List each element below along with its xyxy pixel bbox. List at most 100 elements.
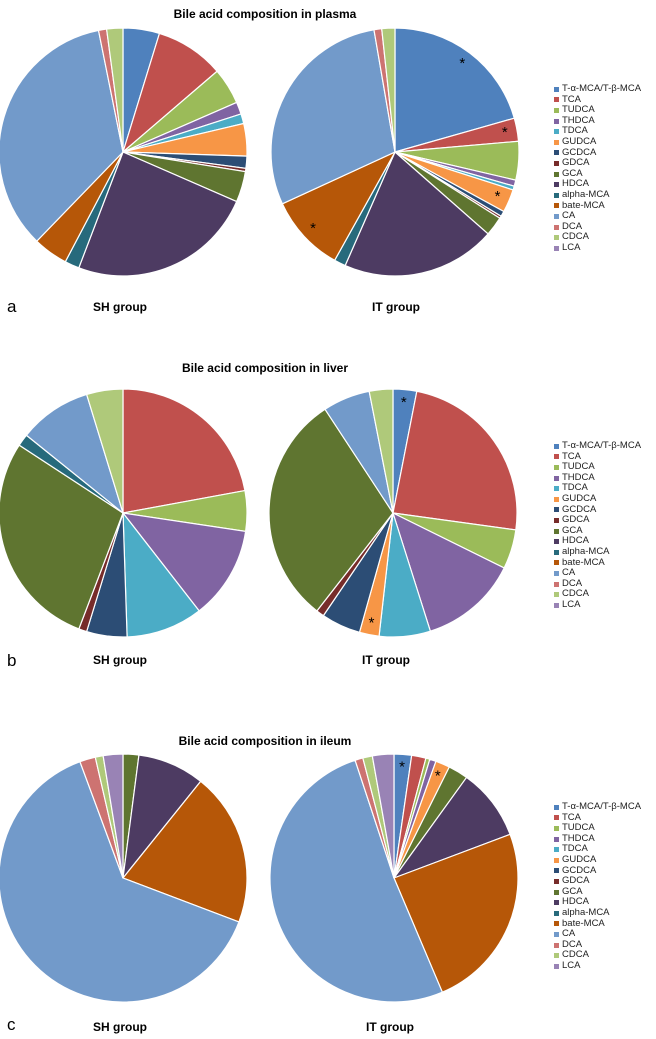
legend-swatch — [554, 214, 559, 219]
legend-swatch — [554, 879, 559, 884]
legend-item: GUDCA — [554, 494, 641, 505]
legend-label: T-α-MCA/T-β-MCA — [562, 802, 641, 813]
pie-chart-it: ** — [263, 383, 523, 643]
significance-marker: * — [495, 188, 501, 205]
significance-marker: * — [435, 767, 441, 784]
group-label-it: IT group — [330, 1020, 450, 1034]
legend: T-α-MCA/T-β-MCA TCA TUDCA THDCA TDCA GUDCA GCD… — [554, 84, 641, 254]
legend-swatch — [554, 454, 559, 459]
legend-label: T-α-MCA/T-β-MCA — [562, 84, 641, 95]
legend-swatch — [554, 890, 559, 895]
significance-marker: * — [399, 759, 405, 776]
legend-swatch — [554, 486, 559, 491]
group-label-sh: SH group — [60, 653, 180, 667]
legend-swatch — [554, 182, 559, 187]
chart-title: Bile acid composition in plasma — [0, 7, 530, 21]
legend-swatch — [554, 476, 559, 481]
legend-label: GUDCA — [562, 137, 596, 148]
legend-label: alpha-MCA — [562, 190, 610, 201]
legend: T-α-MCA/T-β-MCA TCA TUDCA THDCA TDCA GUDCA GCD… — [554, 802, 641, 972]
legend-label: LCA — [562, 961, 580, 972]
legend-label: T-α-MCA/T-β-MCA — [562, 441, 641, 452]
legend-swatch — [554, 129, 559, 134]
legend-swatch — [554, 87, 559, 92]
legend-item: GUDCA — [554, 137, 641, 148]
legend-swatch — [554, 140, 559, 145]
legend-item: alpha-MCA — [554, 908, 641, 919]
legend-swatch — [554, 529, 559, 534]
legend-swatch — [554, 203, 559, 208]
legend-swatch — [554, 507, 559, 512]
legend-swatch — [554, 560, 559, 565]
legend-label: LCA — [562, 600, 580, 611]
legend-swatch — [554, 900, 559, 905]
legend-item: T-α-MCA/T-β-MCA — [554, 441, 641, 452]
pie-chart-sh — [0, 383, 253, 643]
legend-swatch — [554, 571, 559, 576]
legend-label: GUDCA — [562, 855, 596, 866]
legend-item: alpha-MCA — [554, 547, 641, 558]
legend-swatch — [554, 964, 559, 969]
chart-title: Bile acid composition in liver — [0, 361, 530, 375]
legend-item: LCA — [554, 961, 641, 972]
legend-swatch — [554, 943, 559, 948]
legend-swatch — [554, 847, 559, 852]
legend-item: alpha-MCA — [554, 190, 641, 201]
legend-item: LCA — [554, 600, 641, 611]
significance-marker: * — [502, 124, 508, 141]
legend-swatch — [554, 858, 559, 863]
panel-letter: a — [7, 297, 16, 317]
legend-label: alpha-MCA — [562, 908, 610, 919]
legend-swatch — [554, 444, 559, 449]
legend-swatch — [554, 246, 559, 251]
panel-ileum: Bile acid composition in ileum * * c SH g… — [0, 710, 656, 1039]
legend-swatch — [554, 172, 559, 177]
legend-swatch — [554, 932, 559, 937]
pie-chart-sh — [0, 748, 253, 1008]
legend-item: GUDCA — [554, 855, 641, 866]
legend-swatch — [554, 911, 559, 916]
panel-plasma: Bile acid composition in plasma * * * * a S… — [0, 0, 656, 330]
legend-swatch — [554, 193, 559, 198]
legend-swatch — [554, 805, 559, 810]
pie-chart-sh — [0, 22, 253, 282]
legend-swatch — [554, 815, 559, 820]
group-label-it: IT group — [336, 300, 456, 314]
significance-marker: * — [401, 394, 407, 411]
panel-letter: b — [7, 651, 16, 671]
legend-swatch — [554, 868, 559, 873]
panel-liver: Bile acid composition in liver * * b SH g… — [0, 355, 656, 685]
legend-label: LCA — [562, 243, 580, 254]
legend-swatch — [554, 921, 559, 926]
legend-item: T-α-MCA/T-β-MCA — [554, 802, 641, 813]
pie-chart-it: * * * * — [265, 22, 525, 282]
legend-swatch — [554, 582, 559, 587]
legend-label: GUDCA — [562, 494, 596, 505]
legend-swatch — [554, 225, 559, 230]
legend-item: LCA — [554, 243, 641, 254]
legend-item: T-α-MCA/T-β-MCA — [554, 84, 641, 95]
legend-swatch — [554, 550, 559, 555]
legend-swatch — [554, 592, 559, 597]
legend-swatch — [554, 953, 559, 958]
legend-swatch — [554, 97, 559, 102]
group-label-sh: SH group — [60, 1020, 180, 1034]
legend-swatch — [554, 539, 559, 544]
pie-chart-it: ** — [264, 748, 524, 1008]
legend-swatch — [554, 603, 559, 608]
legend-swatch — [554, 150, 559, 155]
legend-swatch — [554, 465, 559, 470]
panel-letter: c — [7, 1015, 16, 1035]
significance-marker: * — [369, 615, 375, 632]
chart-title: Bile acid composition in ileum — [0, 734, 530, 748]
legend-label: alpha-MCA — [562, 547, 610, 558]
legend-swatch — [554, 497, 559, 502]
legend-swatch — [554, 837, 559, 842]
significance-marker: * — [459, 55, 465, 72]
legend-swatch — [554, 826, 559, 831]
legend-swatch — [554, 518, 559, 523]
legend-swatch — [554, 119, 559, 124]
significance-marker: * — [310, 220, 316, 237]
legend-swatch — [554, 108, 559, 113]
legend-swatch — [554, 161, 559, 166]
